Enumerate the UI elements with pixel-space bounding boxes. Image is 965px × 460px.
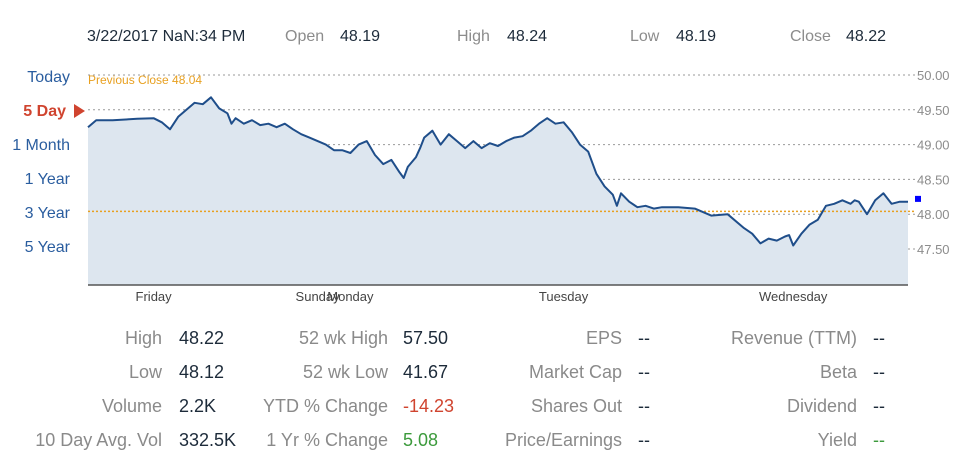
stat-52wk-low-value: 41.67 <box>403 362 449 382</box>
stat-market-cap-value: -- <box>638 362 650 382</box>
low-label: Low <box>630 28 660 45</box>
price-chart: Previous Close 48.04 50.00 49.50 49.00 48.5… <box>87 68 950 304</box>
stat-dividend-label: Dividend <box>786 396 857 416</box>
stat-revenue-value: -- <box>873 328 885 348</box>
stat-avg-vol-value: 332.5K <box>179 430 237 450</box>
price-line <box>87 96 908 247</box>
previous-close-label: Previous Close 48.04 <box>88 73 202 87</box>
stat-volume-label: Volume <box>101 396 162 416</box>
stat-high-value: 48.22 <box>179 328 225 348</box>
stat-dividend-value: -- <box>873 396 885 416</box>
stat-pe-label: Price/Earnings <box>504 430 622 450</box>
stat-shares-out-label: Shares Out <box>530 396 622 416</box>
stat-52wk-low-label: 52 wk Low <box>302 362 388 382</box>
stat-revenue-label: Revenue (TTM) <box>730 328 857 348</box>
low-value: 48.19 <box>676 28 717 45</box>
stat-high-label: High <box>124 328 162 348</box>
stat-eps-value: -- <box>638 328 650 348</box>
stat-yield-value: -- <box>873 430 885 450</box>
x-tick-label: Monday <box>327 289 374 304</box>
y-tick-label: 47.50 <box>917 242 950 257</box>
open-label: Open <box>285 28 325 45</box>
price-area <box>88 97 908 285</box>
close-value: 48.22 <box>846 28 887 45</box>
close-label: Close <box>790 28 831 45</box>
quote-header: 3/22/2017 NaN:34 PM Open 48.19 High 48.2… <box>0 28 965 52</box>
stat-52wk-high-value: 57.50 <box>403 328 449 348</box>
stat-ytd-change-value: -14.23 <box>403 396 455 416</box>
active-range-arrow-icon <box>74 104 85 118</box>
stat-market-cap-label: Market Cap <box>528 362 622 382</box>
range-5year-button[interactable]: 5 Year <box>24 239 70 256</box>
stat-beta-value: -- <box>873 362 885 382</box>
stat-avg-vol-label: 10 Day Avg. Vol <box>35 430 162 450</box>
stat-1yr-change-label: 1 Yr % Change <box>266 430 388 450</box>
stat-pe-value: -- <box>638 430 650 450</box>
stat-52wk-high-label: 52 wk High <box>298 328 388 348</box>
stat-ytd-change-label: YTD % Change <box>262 396 388 416</box>
x-tick-label: Wednesday <box>759 289 828 304</box>
high-label: High <box>457 28 490 45</box>
current-price-marker <box>915 195 921 202</box>
y-tick-label: 48.50 <box>917 172 950 187</box>
stat-eps-label: EPS <box>585 328 622 348</box>
range-1year-button[interactable]: 1 Year <box>24 171 70 188</box>
range-1month-button[interactable]: 1 Month <box>12 137 70 154</box>
x-tick-label: Friday <box>136 289 173 304</box>
stat-beta-label: Beta <box>819 362 857 382</box>
y-axis-ticks: 50.00 49.50 49.00 48.50 48.00 47.50 <box>917 68 950 257</box>
range-3year-button[interactable]: 3 Year <box>24 205 70 222</box>
range-today-button[interactable]: Today <box>27 69 70 86</box>
range-5day-button[interactable]: 5 Day <box>23 103 66 120</box>
stat-low-label: Low <box>128 362 162 382</box>
stat-volume-value: 2.2K <box>179 396 217 416</box>
quote-datetime: 3/22/2017 NaN:34 PM <box>87 28 246 45</box>
y-tick-label: 50.00 <box>917 68 950 83</box>
y-tick-label: 49.00 <box>917 138 950 153</box>
stat-shares-out-value: -- <box>638 396 650 416</box>
x-tick-label: Sunday <box>296 289 341 304</box>
stat-1yr-change-value: 5.08 <box>403 430 439 450</box>
open-value: 48.19 <box>340 28 381 45</box>
y-tick-label: 48.00 <box>917 207 950 222</box>
high-value: 48.24 <box>507 28 548 45</box>
stats-table: High 48.22 Low 48.12 Volume 2.2K 10 Day … <box>0 322 965 458</box>
y-tick-label: 49.50 <box>917 103 950 118</box>
stat-low-value: 48.12 <box>179 362 225 382</box>
x-tick-label: Tuesday <box>539 289 589 304</box>
stat-yield-label: Yield <box>817 430 857 450</box>
